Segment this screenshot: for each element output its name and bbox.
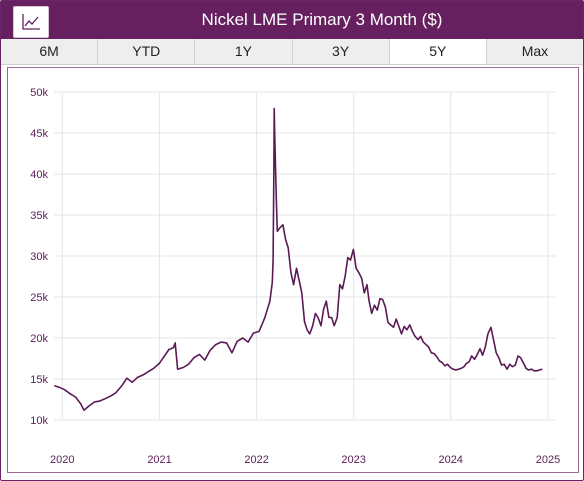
tab-max[interactable]: Max — [521, 43, 549, 59]
y-tick-label: 25k — [30, 292, 48, 304]
tab-1y[interactable]: 1Y — [195, 39, 293, 64]
grid — [54, 91, 556, 421]
line-chart-icon — [22, 14, 40, 30]
widget-header: Nickel LME Primary 3 Month ($) — [1, 1, 583, 39]
tab-3y[interactable]: 3Y — [293, 39, 390, 64]
y-tick-label: 40k — [30, 169, 48, 181]
x-tick-label: 2025 — [536, 454, 560, 466]
y-tick-label: 35k — [30, 210, 48, 222]
y-tick-label: 15k — [30, 374, 48, 386]
y-tick-label: 10k — [30, 415, 48, 427]
x-tick-label: 2022 — [244, 454, 268, 466]
tab-6m[interactable]: 6M — [1, 39, 99, 64]
chart-title: Nickel LME Primary 3 Month ($) — [201, 10, 443, 29]
tab-ytd[interactable]: YTD — [98, 39, 196, 64]
tick-labels: 10k 15k 20k 25k 30k 35k 40k 45k 50k 2020 2021 2022 2… — [30, 87, 560, 466]
series-line — [54, 107, 543, 411]
y-tick-label: 20k — [30, 333, 48, 345]
tab-5y[interactable]: 5Y — [389, 39, 487, 64]
x-tick-label: 2023 — [341, 454, 365, 466]
price-chart: 10k 15k 20k 25k 30k 35k 40k 45k 50k 2020 2021 2022 2… — [30, 87, 560, 466]
y-tick-label: 30k — [30, 251, 48, 263]
y-tick-label: 45k — [30, 128, 48, 140]
y-tick-label: 50k — [30, 87, 48, 99]
x-tick-label: 2024 — [438, 454, 462, 466]
x-tick-label: 2021 — [147, 454, 171, 466]
chart-type-button[interactable] — [13, 6, 49, 38]
x-tick-label: 2020 — [50, 454, 74, 466]
plot-area: 10k 15k 20k 25k 30k 35k 40k 45k 50k 2020 2021 2022 2… — [7, 67, 579, 473]
range-tabs: 6M YTD 1Y 3Y 5Y Max — [1, 39, 583, 65]
